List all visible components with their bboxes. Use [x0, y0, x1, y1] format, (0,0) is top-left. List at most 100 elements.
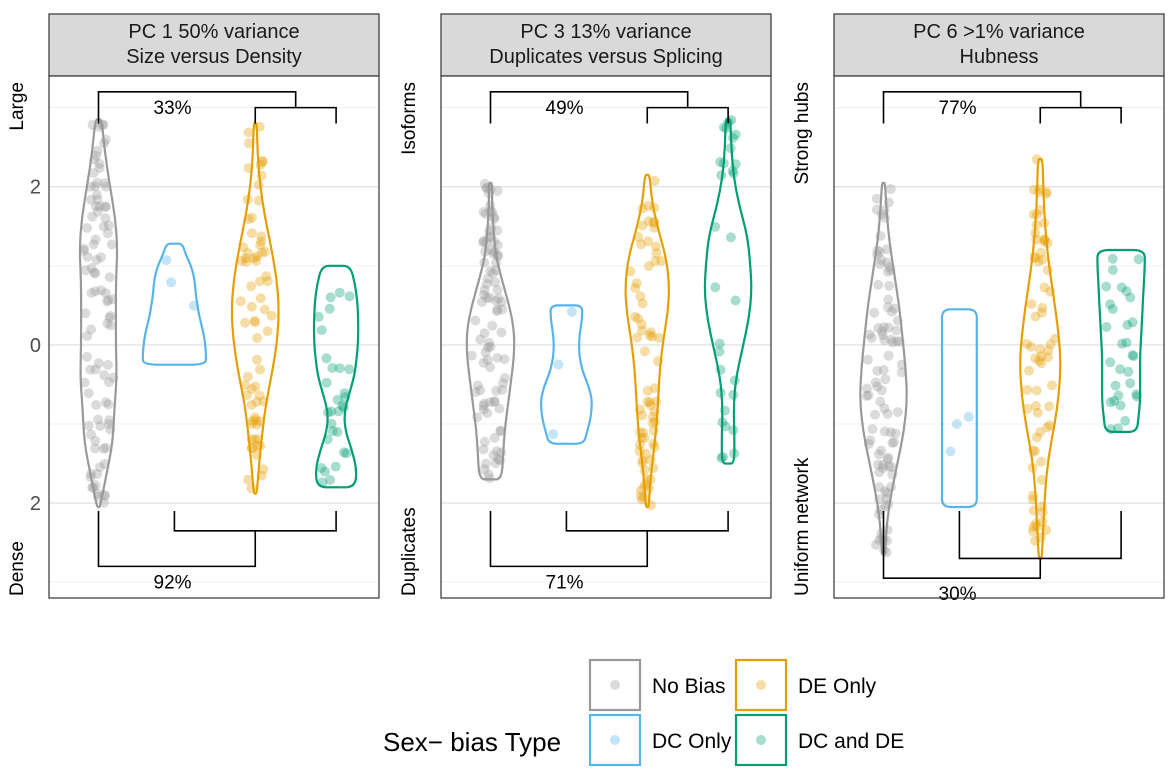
data-point	[882, 408, 893, 419]
data-point	[489, 432, 500, 443]
data-point	[103, 220, 114, 231]
data-point	[1036, 474, 1047, 485]
legend-key	[588, 658, 642, 712]
data-point	[334, 363, 345, 374]
data-point	[1127, 317, 1138, 328]
data-point	[879, 426, 890, 437]
data-point	[90, 435, 101, 446]
data-point	[104, 415, 115, 426]
data-point	[642, 385, 653, 396]
data-point	[483, 273, 493, 284]
main-bracket	[882, 511, 1042, 580]
data-point	[103, 295, 114, 306]
data-point	[242, 390, 253, 401]
data-point	[886, 306, 897, 317]
data-point	[254, 390, 265, 401]
data-point	[241, 256, 252, 267]
data-point	[1101, 281, 1112, 292]
data-point	[242, 371, 253, 382]
data-point	[252, 333, 263, 343]
data-point	[484, 337, 495, 348]
data-point	[1036, 358, 1047, 369]
data-point	[649, 175, 660, 186]
violin-no-bias	[78, 118, 119, 509]
data-point	[1036, 247, 1047, 258]
data-point	[478, 444, 489, 455]
data-point	[261, 271, 272, 282]
data-point	[91, 400, 102, 410]
data-point	[485, 341, 496, 352]
data-point	[475, 385, 486, 396]
plot-area	[49, 76, 379, 598]
data-point	[339, 447, 349, 458]
data-point	[344, 291, 355, 302]
data-point	[240, 253, 251, 264]
data-point	[495, 426, 506, 437]
data-point	[885, 427, 896, 438]
data-point	[1035, 427, 1046, 438]
data-point	[93, 358, 104, 369]
data-point	[869, 307, 880, 318]
data-point	[492, 306, 502, 317]
data-point	[88, 239, 99, 250]
data-point	[643, 200, 653, 211]
data-point	[250, 381, 261, 392]
data-point	[94, 163, 105, 173]
data-point	[875, 396, 886, 407]
data-point	[490, 458, 501, 469]
data-point	[495, 425, 506, 436]
data-point	[249, 253, 260, 264]
data-point	[879, 403, 890, 414]
data-point	[334, 287, 345, 298]
violin-de-only	[624, 173, 670, 509]
data-point	[1047, 380, 1057, 391]
data-point	[496, 297, 507, 308]
data-point	[1021, 339, 1032, 349]
data-point	[325, 292, 336, 303]
data-point	[246, 228, 257, 239]
data-point	[649, 383, 660, 394]
data-point	[877, 330, 888, 341]
data-point	[82, 331, 93, 341]
data-point	[633, 313, 644, 324]
data-point	[327, 426, 338, 436]
legend-key-point	[756, 680, 766, 690]
data-point	[485, 397, 495, 408]
data-point	[719, 122, 729, 133]
data-point	[1101, 322, 1112, 332]
data-point	[485, 244, 496, 255]
data-point	[888, 437, 899, 448]
facet-strip-label: PC 1 50% variance	[128, 21, 299, 43]
data-point	[639, 465, 650, 476]
data-point	[482, 408, 493, 419]
facet-strip	[48, 13, 380, 77]
data-point	[258, 464, 269, 475]
data-point	[1037, 254, 1048, 265]
data-point	[887, 337, 898, 348]
data-point	[870, 409, 880, 420]
data-point	[1030, 401, 1041, 411]
data-point	[1120, 415, 1131, 426]
panel-border	[833, 75, 1165, 599]
data-point	[1113, 390, 1124, 401]
data-point	[483, 469, 494, 480]
data-point	[875, 259, 886, 270]
bottom-bracket	[97, 511, 337, 568]
facet-panel: PC 3 13% variance Duplicates versus Splic…	[399, 13, 772, 599]
data-point	[254, 276, 265, 287]
data-point	[255, 364, 265, 375]
data-point	[883, 461, 894, 472]
data-point	[492, 304, 503, 315]
axis-bottom-label: Dense	[7, 541, 28, 596]
data-point	[266, 310, 277, 321]
data-point	[639, 432, 650, 443]
data-point	[260, 246, 270, 257]
data-point	[479, 464, 490, 475]
data-point	[313, 311, 324, 322]
legend-label: DE Only	[798, 675, 877, 698]
data-point	[326, 418, 337, 429]
data-point	[480, 347, 491, 358]
data-point	[104, 272, 115, 283]
data-point	[1037, 501, 1048, 512]
data-point	[1110, 380, 1121, 391]
